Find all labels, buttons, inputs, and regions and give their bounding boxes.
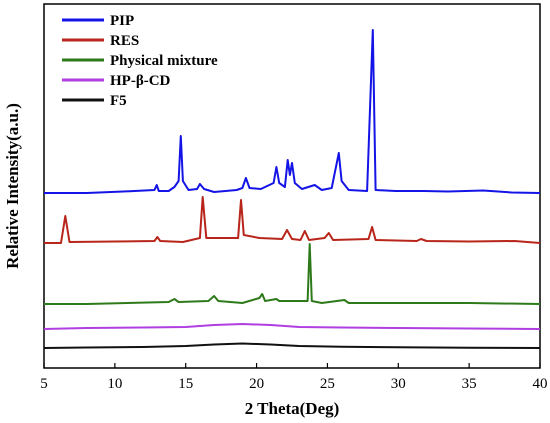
series-line-f5 <box>43 342 541 349</box>
legend-label: HP-β-CD <box>110 73 171 89</box>
x-axis-ticks: 5 10 15 20 25 30 35 40 <box>40 363 548 392</box>
x-tick-label: 25 <box>320 376 335 392</box>
x-tick-label: 15 <box>178 376 193 392</box>
series-line-physical-mixture <box>44 243 541 305</box>
xrd-traces <box>43 29 541 349</box>
series-line-hp-cd <box>43 323 541 330</box>
legend-label: F5 <box>110 93 127 109</box>
legend-label: RES <box>110 33 139 49</box>
plot-frame <box>43 3 541 369</box>
legend-label: PIP <box>110 13 134 29</box>
x-tick-label: 5 <box>40 376 48 392</box>
x-tick-label: 40 <box>533 376 548 392</box>
y-axis-title: Relative Intensity(a.u.) <box>3 103 22 269</box>
legend: PIP RES Physical mixture HP-β-CD F5 <box>62 13 218 109</box>
x-tick-label: 20 <box>249 376 264 392</box>
legend-label: Physical mixture <box>110 53 218 69</box>
series-line-pip <box>44 29 541 194</box>
x-tick-label: 10 <box>107 376 122 392</box>
x-axis-title: 2 Theta(Deg) <box>245 399 340 418</box>
series-line-res <box>44 196 541 244</box>
x-tick-label: 30 <box>391 376 406 392</box>
x-tick-label: 35 <box>462 376 477 392</box>
